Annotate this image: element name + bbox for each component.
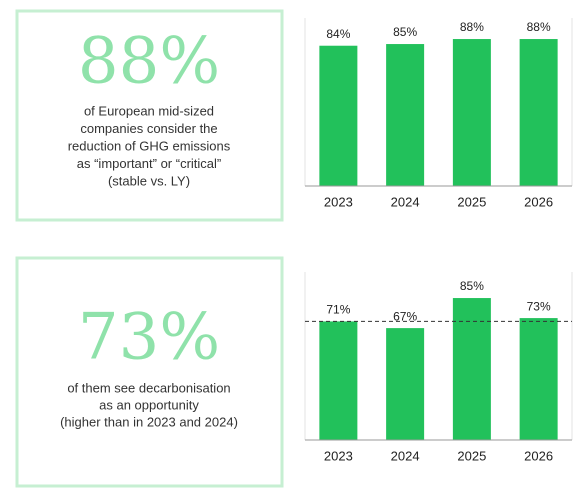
x-tick-label: 2023 — [324, 448, 353, 463]
bar — [519, 318, 558, 440]
description-line: of European mid-sized — [84, 103, 214, 118]
value-label: 88% — [460, 20, 484, 34]
description-line: as an opportunity — [99, 397, 199, 412]
x-tick-label: 2024 — [391, 448, 420, 463]
x-tick-label: 2023 — [324, 194, 353, 209]
value-label: 67% — [393, 309, 417, 323]
bar — [452, 39, 491, 186]
stat-box — [15, 256, 284, 488]
x-tick-label: 2026 — [524, 448, 553, 463]
x-tick-label: 2026 — [524, 194, 553, 209]
description-line: (stable vs. LY) — [108, 173, 190, 188]
bar — [386, 44, 425, 186]
bar — [452, 298, 491, 440]
highlight-number: 73% — [78, 301, 220, 375]
value-label: 71% — [326, 303, 350, 317]
description-line: (higher than in 2023 and 2024) — [60, 414, 238, 429]
value-label: 85% — [393, 25, 417, 39]
bar — [319, 45, 358, 186]
value-label: 88% — [527, 20, 551, 34]
value-label: 73% — [527, 299, 551, 313]
description-line: as “important” or “critical” — [77, 156, 221, 171]
x-tick-label: 2025 — [457, 448, 486, 463]
value-label: 84% — [326, 27, 350, 41]
description-line: companies consider the — [80, 121, 217, 136]
stat-box — [15, 9, 284, 222]
description-line: of them see decarbonisation — [67, 380, 230, 395]
x-tick-label: 2024 — [391, 194, 420, 209]
bar — [319, 321, 358, 440]
bar — [386, 328, 425, 440]
value-label: 85% — [460, 279, 484, 293]
bar — [519, 39, 558, 186]
highlight-number: 88% — [78, 25, 220, 99]
description-line: reduction of GHG emissions — [68, 138, 231, 153]
x-tick-label: 2025 — [457, 194, 486, 209]
